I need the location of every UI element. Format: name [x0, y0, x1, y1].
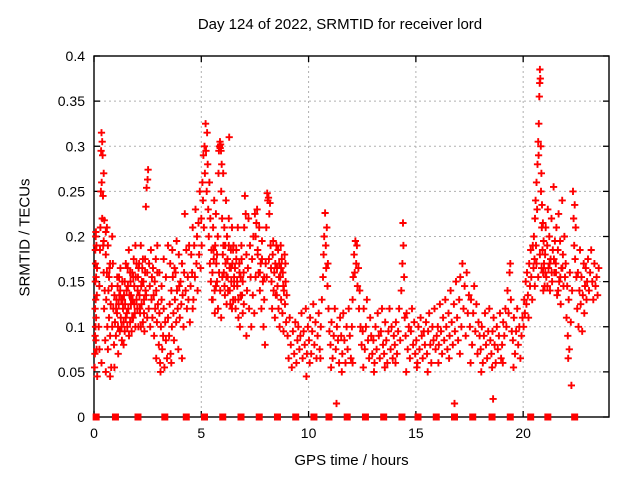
y-tick-label: 0.4 [66, 48, 86, 64]
zero-marker [237, 413, 245, 421]
zero-marker [544, 413, 552, 421]
zero-marker [255, 413, 263, 421]
y-tick-label: 0 [77, 409, 85, 425]
zero-marker [273, 413, 281, 421]
zero-marker [488, 413, 496, 421]
zero-marker [506, 413, 514, 421]
zero-marker [343, 413, 351, 421]
zero-marker [398, 413, 406, 421]
zero-marker [325, 413, 333, 421]
zero-marker [219, 413, 227, 421]
zero-marker [451, 413, 458, 421]
zero-marker [92, 413, 100, 421]
scatter-points [91, 65, 603, 408]
y-axis-label: SRMTID / TECUs [16, 178, 34, 297]
y-tick-label: 0.15 [58, 274, 85, 290]
zero-marker [161, 413, 169, 421]
zero-marker [414, 413, 422, 421]
zero-marker [469, 413, 477, 421]
x-tick-label: 20 [515, 425, 531, 441]
zero-marker [571, 413, 579, 421]
zero-marker [111, 413, 119, 421]
y-tick-label: 0.3 [66, 138, 86, 154]
y-tick-label: 0.35 [58, 93, 85, 109]
zero-marker [292, 413, 300, 421]
chart-title: Day 124 of 2022, SRMTID for receiver lor… [197, 16, 483, 33]
x-tick-label: 5 [197, 425, 205, 441]
zero-marker [432, 413, 440, 421]
x-tick-label: 15 [408, 425, 424, 441]
zero-marker [201, 413, 209, 421]
x-axis-label: GPS time / hours [294, 452, 409, 469]
y-tick-label: 0.25 [58, 183, 85, 199]
y-tick-label: 0.1 [66, 319, 86, 335]
zero-marker [361, 413, 369, 421]
x-tick-label: 10 [301, 425, 317, 441]
zero-marker [527, 413, 535, 421]
zero-marker [380, 413, 388, 421]
y-tick-label: 0.2 [66, 229, 86, 245]
x-tick-label: 0 [90, 425, 98, 441]
zero-marker [134, 413, 142, 421]
zero-marker [310, 413, 318, 421]
zero-marker [182, 413, 190, 421]
y-tick-label: 0.05 [58, 364, 85, 380]
